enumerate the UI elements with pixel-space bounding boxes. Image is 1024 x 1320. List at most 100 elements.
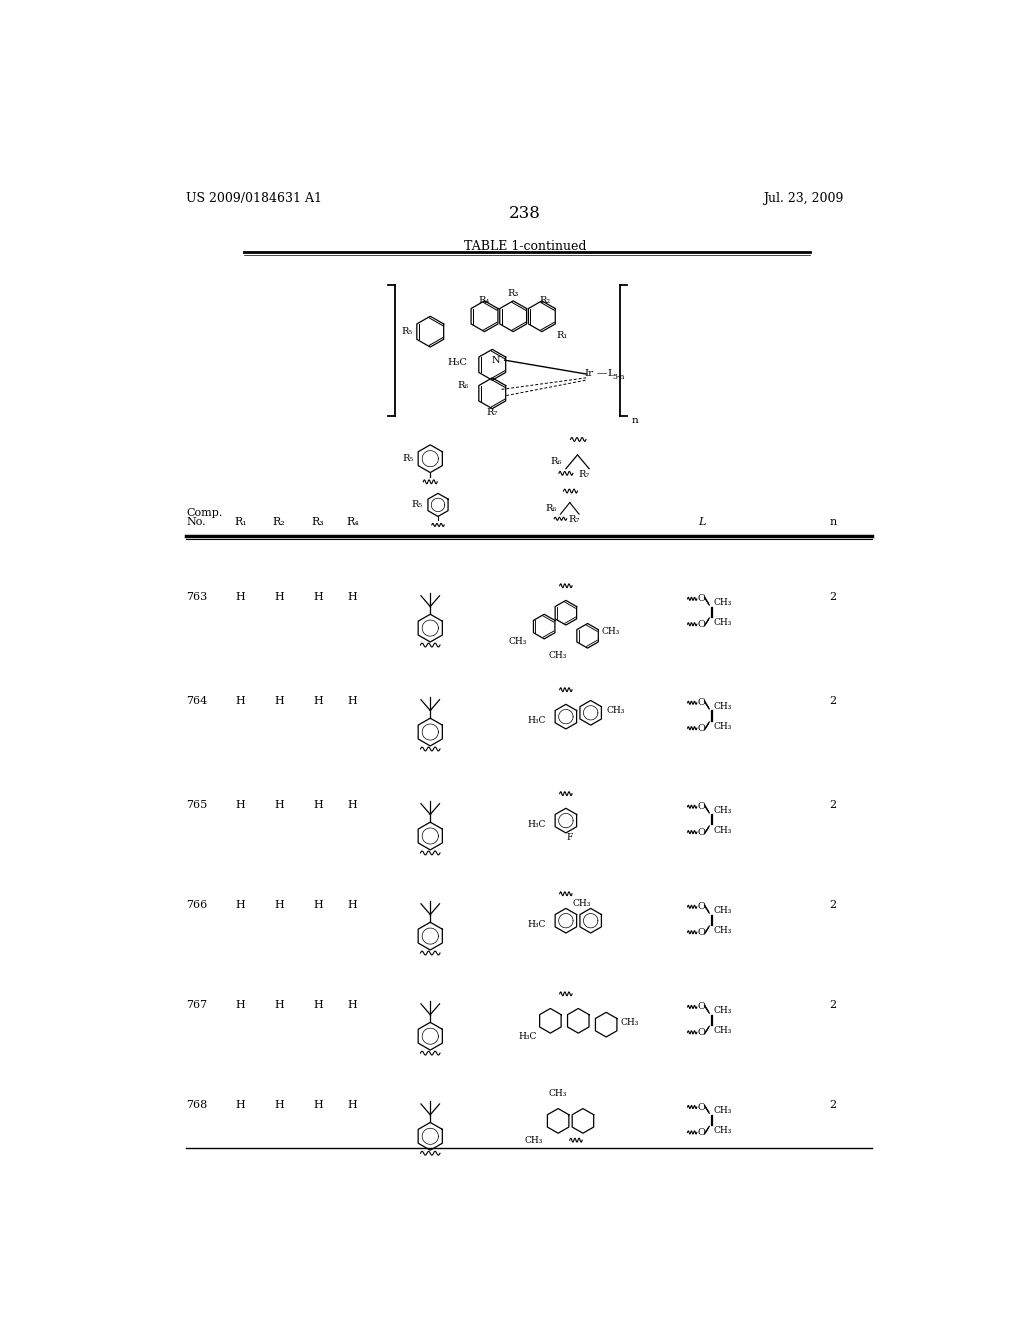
Text: 2: 2 [829,800,837,810]
Text: O: O [697,620,706,628]
Text: CH₃: CH₃ [714,927,732,935]
Text: L: L [607,370,614,379]
Text: 238: 238 [509,206,541,222]
Text: 2: 2 [829,900,837,911]
Text: H: H [313,900,323,911]
Text: O: O [697,723,706,733]
Text: 2: 2 [829,696,837,706]
Text: CH₃: CH₃ [621,1018,639,1027]
Text: H: H [274,1101,284,1110]
Text: H: H [348,800,357,810]
Text: 763: 763 [186,593,208,602]
Text: H: H [313,1001,323,1010]
Text: n: n [829,517,837,527]
Text: CH₃: CH₃ [714,702,732,711]
Text: R₃: R₃ [508,289,519,297]
Text: O: O [697,1129,706,1137]
Text: H: H [274,900,284,911]
Text: R₆: R₆ [546,504,557,513]
Text: R₅: R₅ [401,327,413,337]
Text: R₁: R₁ [556,331,567,341]
Text: CH₃: CH₃ [714,618,732,627]
Text: R₆: R₆ [457,381,469,389]
Text: O: O [697,1002,706,1011]
Text: F: F [566,833,573,842]
Text: CH₃: CH₃ [606,706,625,715]
Text: —: — [596,370,606,379]
Text: R₄: R₄ [479,297,490,305]
Text: CH₃: CH₃ [714,907,732,915]
Text: H: H [313,1101,323,1110]
Text: H: H [236,1101,246,1110]
Text: H: H [274,593,284,602]
Text: CH₃: CH₃ [714,1006,732,1015]
Text: L: L [697,517,706,527]
Text: CH₃: CH₃ [714,807,732,814]
Text: H: H [348,696,357,706]
Text: 768: 768 [186,1101,208,1110]
Text: 3-n: 3-n [612,374,625,381]
Text: CH₃: CH₃ [714,1027,732,1035]
Text: H: H [274,1001,284,1010]
Text: CH₃: CH₃ [601,627,620,636]
Text: R₆: R₆ [550,457,561,466]
Text: H: H [313,800,323,810]
Text: H: H [236,800,246,810]
Text: CH₃: CH₃ [549,1089,567,1098]
Text: Ir: Ir [585,370,594,379]
Text: O: O [697,928,706,937]
Text: CH₃: CH₃ [714,1106,732,1115]
Text: H: H [236,1001,246,1010]
Text: Comp.: Comp. [186,508,222,517]
Text: R₂: R₂ [272,517,286,527]
Text: H₃C: H₃C [527,715,546,725]
Text: O: O [697,594,706,603]
Text: H: H [313,696,323,706]
Text: H: H [236,696,246,706]
Text: US 2009/0184631 A1: US 2009/0184631 A1 [186,191,323,205]
Text: H: H [348,1101,357,1110]
Text: R₇: R₇ [486,408,498,417]
Text: CH₃: CH₃ [714,826,732,836]
Text: n: n [632,416,639,425]
Text: H₃C: H₃C [527,920,546,929]
Text: R₇: R₇ [568,515,580,524]
Text: H: H [236,900,246,911]
Text: O: O [697,828,706,837]
Text: O: O [697,1028,706,1036]
Text: O: O [697,1102,706,1111]
Text: R₄: R₄ [346,517,359,527]
Text: H: H [348,1001,357,1010]
Text: 2: 2 [829,1001,837,1010]
Text: R₂: R₂ [540,297,551,305]
Text: 2: 2 [829,1101,837,1110]
Text: N: N [492,356,501,366]
Text: H₃C: H₃C [527,820,546,829]
Text: CH₃: CH₃ [714,598,732,607]
Text: Jul. 23, 2009: Jul. 23, 2009 [764,191,844,205]
Text: H₃C: H₃C [447,358,467,367]
Text: 767: 767 [186,1001,207,1010]
Text: H: H [274,800,284,810]
Text: R₃: R₃ [311,517,325,527]
Text: CH₃: CH₃ [714,1126,732,1135]
Text: H₃C: H₃C [518,1032,537,1040]
Text: R₅: R₅ [402,454,414,463]
Text: R₅: R₅ [412,500,423,510]
Text: H: H [236,593,246,602]
Text: H: H [274,696,284,706]
Text: R₁: R₁ [234,517,247,527]
Text: R₇: R₇ [579,470,590,479]
Text: CH₃: CH₃ [714,722,732,731]
Text: CH₃: CH₃ [509,638,527,647]
Text: H: H [348,900,357,911]
Text: H: H [348,593,357,602]
Text: H: H [313,593,323,602]
Text: 764: 764 [186,696,208,706]
Text: 765: 765 [186,800,208,810]
Text: 766: 766 [186,900,208,911]
Text: O: O [697,803,706,812]
Text: CH₃: CH₃ [572,899,591,908]
Text: O: O [697,698,706,708]
Text: 2: 2 [829,593,837,602]
